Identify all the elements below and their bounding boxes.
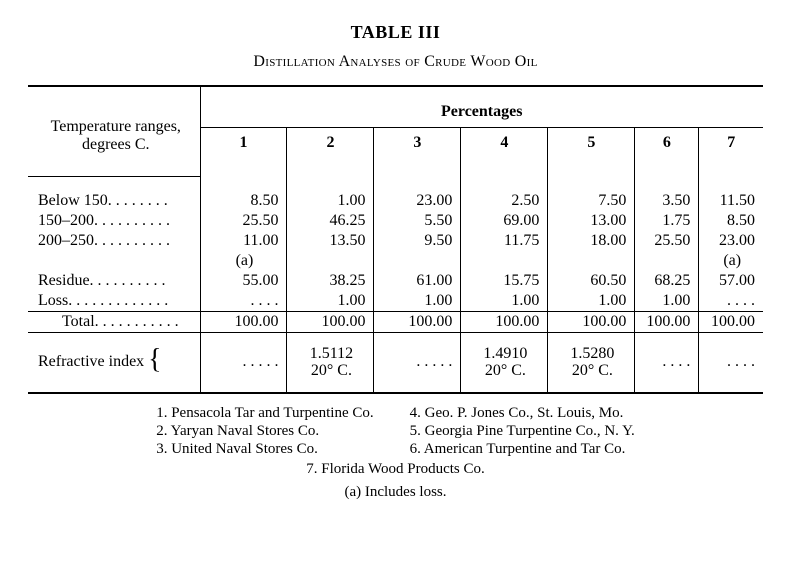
col-7-header: 7 (699, 128, 763, 163)
footnote-5: 5. Georgia Pine Turpentine Co., N. Y. (410, 423, 635, 440)
col-1-header: 1 (200, 128, 287, 163)
footnote-6: 6. American Turpentine and Tar Co. (410, 441, 635, 458)
table-title: Distillation Analyses of Crude Wood Oil (28, 53, 763, 71)
col-5-header: 5 (548, 128, 635, 163)
row-label: 150–200. . . . . . . . . . (28, 211, 200, 231)
footnote-1: 1. Pensacola Tar and Turpentine Co. (156, 405, 373, 422)
col-4-header: 4 (461, 128, 548, 163)
note-a-col7: (a) (699, 251, 763, 271)
row-label: Loss. . . . . . . . . . . . . (28, 291, 200, 312)
table-row: Total. . . . . . . . . . . 100.00 100.00… (28, 311, 763, 332)
table-number: TABLE III (28, 22, 763, 43)
col-2-header: 2 (287, 128, 374, 163)
footnote-4: 4. Geo. P. Jones Co., St. Louis, Mo. (410, 405, 635, 422)
footnote-2: 2. Yaryan Naval Stores Co. (156, 423, 373, 440)
table-row: (a) (a) (28, 251, 763, 271)
footnote-a: (a) Includes loss. (28, 484, 763, 501)
row-label: Residue. . . . . . . . . . (28, 271, 200, 291)
percentages-header: Percentages (200, 97, 763, 128)
row-label-total: Total. . . . . . . . . . . (28, 311, 200, 332)
row-header-label: Temperature ranges,degrees C. (51, 118, 181, 153)
distillation-table: Temperature ranges,degrees C. Percentage… (28, 85, 763, 394)
table-row: Loss. . . . . . . . . . . . . . . . . 1.… (28, 291, 763, 312)
note-a-col1: (a) (200, 251, 287, 271)
table-row: Below 150. . . . . . . . 8.50 1.00 23.00… (28, 191, 763, 211)
row-label: 200–250. . . . . . . . . . (28, 231, 200, 251)
table-row: Residue. . . . . . . . . . 55.00 38.25 6… (28, 271, 763, 291)
table-row: Refractive index{ . . . . . 1.511220° C.… (28, 341, 763, 385)
table-row: 150–200. . . . . . . . . . 25.50 46.25 5… (28, 211, 763, 231)
footnotes: 1. Pensacola Tar and Turpentine Co. 2. Y… (28, 404, 763, 501)
footnote-3: 3. United Naval Stores Co. (156, 441, 373, 458)
row-label-refractive-index: Refractive index{ (28, 341, 200, 385)
row-label: Below 150. . . . . . . . (28, 191, 200, 211)
col-6-header: 6 (635, 128, 699, 163)
footnote-7: 7. Florida Wood Products Co. (28, 461, 763, 478)
col-3-header: 3 (374, 128, 461, 163)
table-row: 200–250. . . . . . . . . . 11.00 13.50 9… (28, 231, 763, 251)
